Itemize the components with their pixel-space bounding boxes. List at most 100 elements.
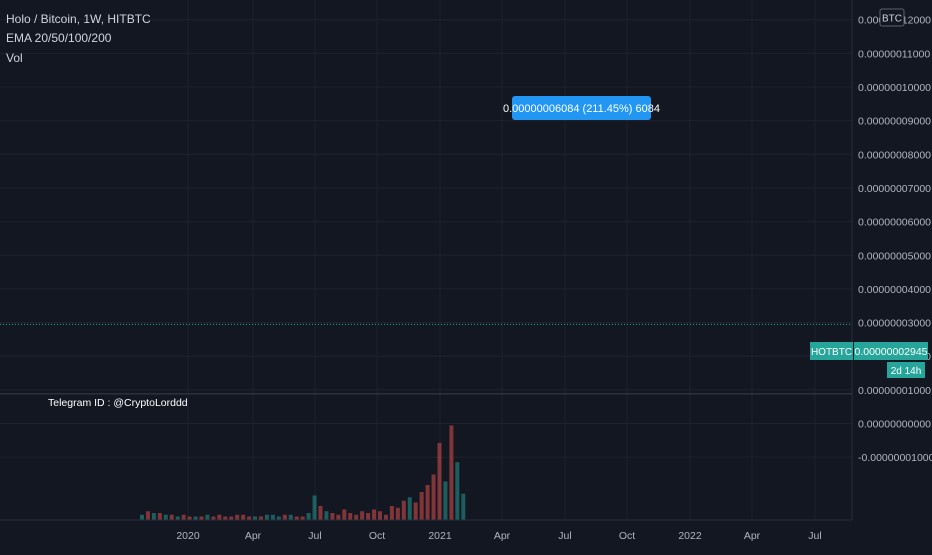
- volume-bar: [163, 514, 168, 520]
- volume-bar: [229, 516, 234, 520]
- volume-bars: [140, 425, 466, 520]
- volume-bar: [140, 514, 144, 520]
- y-tick-label: 0.00000006000: [858, 217, 931, 229]
- y-tick-label: 0.00000009000: [858, 116, 931, 128]
- grid: [0, 0, 852, 520]
- volume-bar: [199, 516, 204, 520]
- volume-bar: [253, 516, 258, 520]
- volume-bar: [407, 497, 412, 520]
- x-tick-label: Apr: [245, 530, 262, 542]
- countdown-tag: 2d 14h: [891, 366, 922, 377]
- currency-badge: BTC: [882, 14, 902, 25]
- volume-bar: [383, 514, 388, 520]
- volume-bar: [354, 514, 359, 520]
- volume-bar: [288, 514, 293, 520]
- x-tick-label: Jul: [308, 530, 321, 542]
- volume-bar: [187, 516, 192, 520]
- y-tick-label: 0.00000005000: [858, 250, 931, 262]
- volume-bar: [360, 511, 365, 520]
- volume-bar: [259, 516, 263, 520]
- x-tick-label: 2021: [428, 530, 452, 542]
- volume-bar: [169, 514, 174, 520]
- volume-bar: [425, 485, 430, 520]
- volume-bar: [419, 492, 424, 520]
- volume-bar: [217, 514, 222, 520]
- volume-bar: [282, 514, 287, 520]
- x-tick-label: 2020: [176, 530, 200, 542]
- x-tick-label: 2022: [678, 530, 702, 542]
- x-tick-label: Apr: [494, 530, 511, 542]
- volume-bar: [145, 511, 150, 520]
- volume-bar: [223, 516, 228, 520]
- symbol-tag: HOTBTC: [811, 347, 852, 358]
- volume-bar: [378, 511, 382, 520]
- volume-bar: [264, 514, 269, 520]
- x-tick-label: Apr: [744, 530, 761, 542]
- volume-bar: [449, 425, 454, 520]
- y-tick-label: 0.00000000000: [858, 419, 931, 431]
- y-tick-label: 0.00000004000: [858, 284, 931, 296]
- volume-label[interactable]: Vol: [6, 51, 23, 65]
- volume-bar: [401, 500, 406, 520]
- volume-bar: [247, 516, 252, 520]
- y-tick-label: 0.00000007000: [858, 183, 931, 195]
- volume-bar: [211, 516, 216, 520]
- indicator-label[interactable]: EMA 20/50/100/200: [6, 31, 112, 45]
- volume-bar: [235, 514, 240, 520]
- volume-bar: [175, 516, 180, 520]
- price-badges: BTC HOTBTC 0.00000002945 2d 14h: [810, 8, 928, 378]
- volume-bar: [300, 516, 305, 520]
- volume-bar: [395, 507, 400, 520]
- volume-bar: [461, 493, 466, 520]
- volume-bar: [413, 502, 418, 520]
- y-tick-label: 0.00000011000: [858, 48, 930, 60]
- price-tag-box: [854, 342, 928, 360]
- volume-bar: [443, 481, 448, 520]
- volume-bar: [324, 511, 329, 520]
- volume-bar: [455, 462, 460, 520]
- volume-bar: [437, 443, 442, 520]
- volume-bar: [372, 509, 377, 520]
- volume-bar: [193, 516, 198, 520]
- volume-bar: [389, 506, 394, 520]
- volume-bar: [241, 514, 246, 520]
- price-tag: 0.00000002945: [855, 346, 928, 358]
- measure-tool[interactable]: 0.00000006084 (211.45%) 6084: [503, 0, 660, 120]
- volume-bar: [181, 514, 186, 520]
- volume-bar: [366, 513, 371, 520]
- volume-bar: [312, 495, 317, 520]
- volume-bar: [318, 506, 323, 520]
- volume-bar: [294, 516, 299, 520]
- volume-bar: [431, 474, 436, 520]
- volume-bar: [330, 513, 335, 520]
- measure-label: 0.00000006084 (211.45%) 6084: [503, 103, 660, 115]
- y-tick-label: 0.00000010000: [858, 82, 931, 94]
- currency-badge-box[interactable]: [879, 8, 905, 27]
- volume-bar: [306, 513, 311, 520]
- telegram-annotation: Telegram ID : @CryptoLorddd: [48, 397, 188, 409]
- y-tick-label: 0.00000003000: [858, 318, 931, 330]
- volume-bar: [205, 514, 210, 520]
- y-tick-label: 0.00000008000: [858, 149, 931, 161]
- labels: Holo / Bitcoin, 1W, HITBTC EMA 20/50/100…: [6, 12, 188, 409]
- symbol-tag-box: [810, 342, 853, 360]
- x-tick-label: Oct: [369, 530, 385, 542]
- volume-bar: [348, 513, 353, 520]
- volume-bar: [336, 514, 341, 520]
- y-tick-label: -0.00000001000: [858, 452, 932, 464]
- volume-bar: [157, 513, 162, 520]
- volume-bar: [151, 513, 156, 520]
- y-tick-label: 0.00000001000: [858, 385, 931, 397]
- chart-title: Holo / Bitcoin, 1W, HITBTC: [6, 12, 151, 26]
- x-tick-label: Jul: [558, 530, 571, 542]
- x-tick-label: Jul: [808, 530, 821, 542]
- volume-bar: [270, 514, 275, 520]
- volume-bar: [342, 509, 347, 520]
- measure-label-box[interactable]: [512, 96, 651, 120]
- x-tick-label: Oct: [619, 530, 635, 542]
- countdown-tag-box: [887, 362, 925, 378]
- volume-bar: [276, 516, 281, 520]
